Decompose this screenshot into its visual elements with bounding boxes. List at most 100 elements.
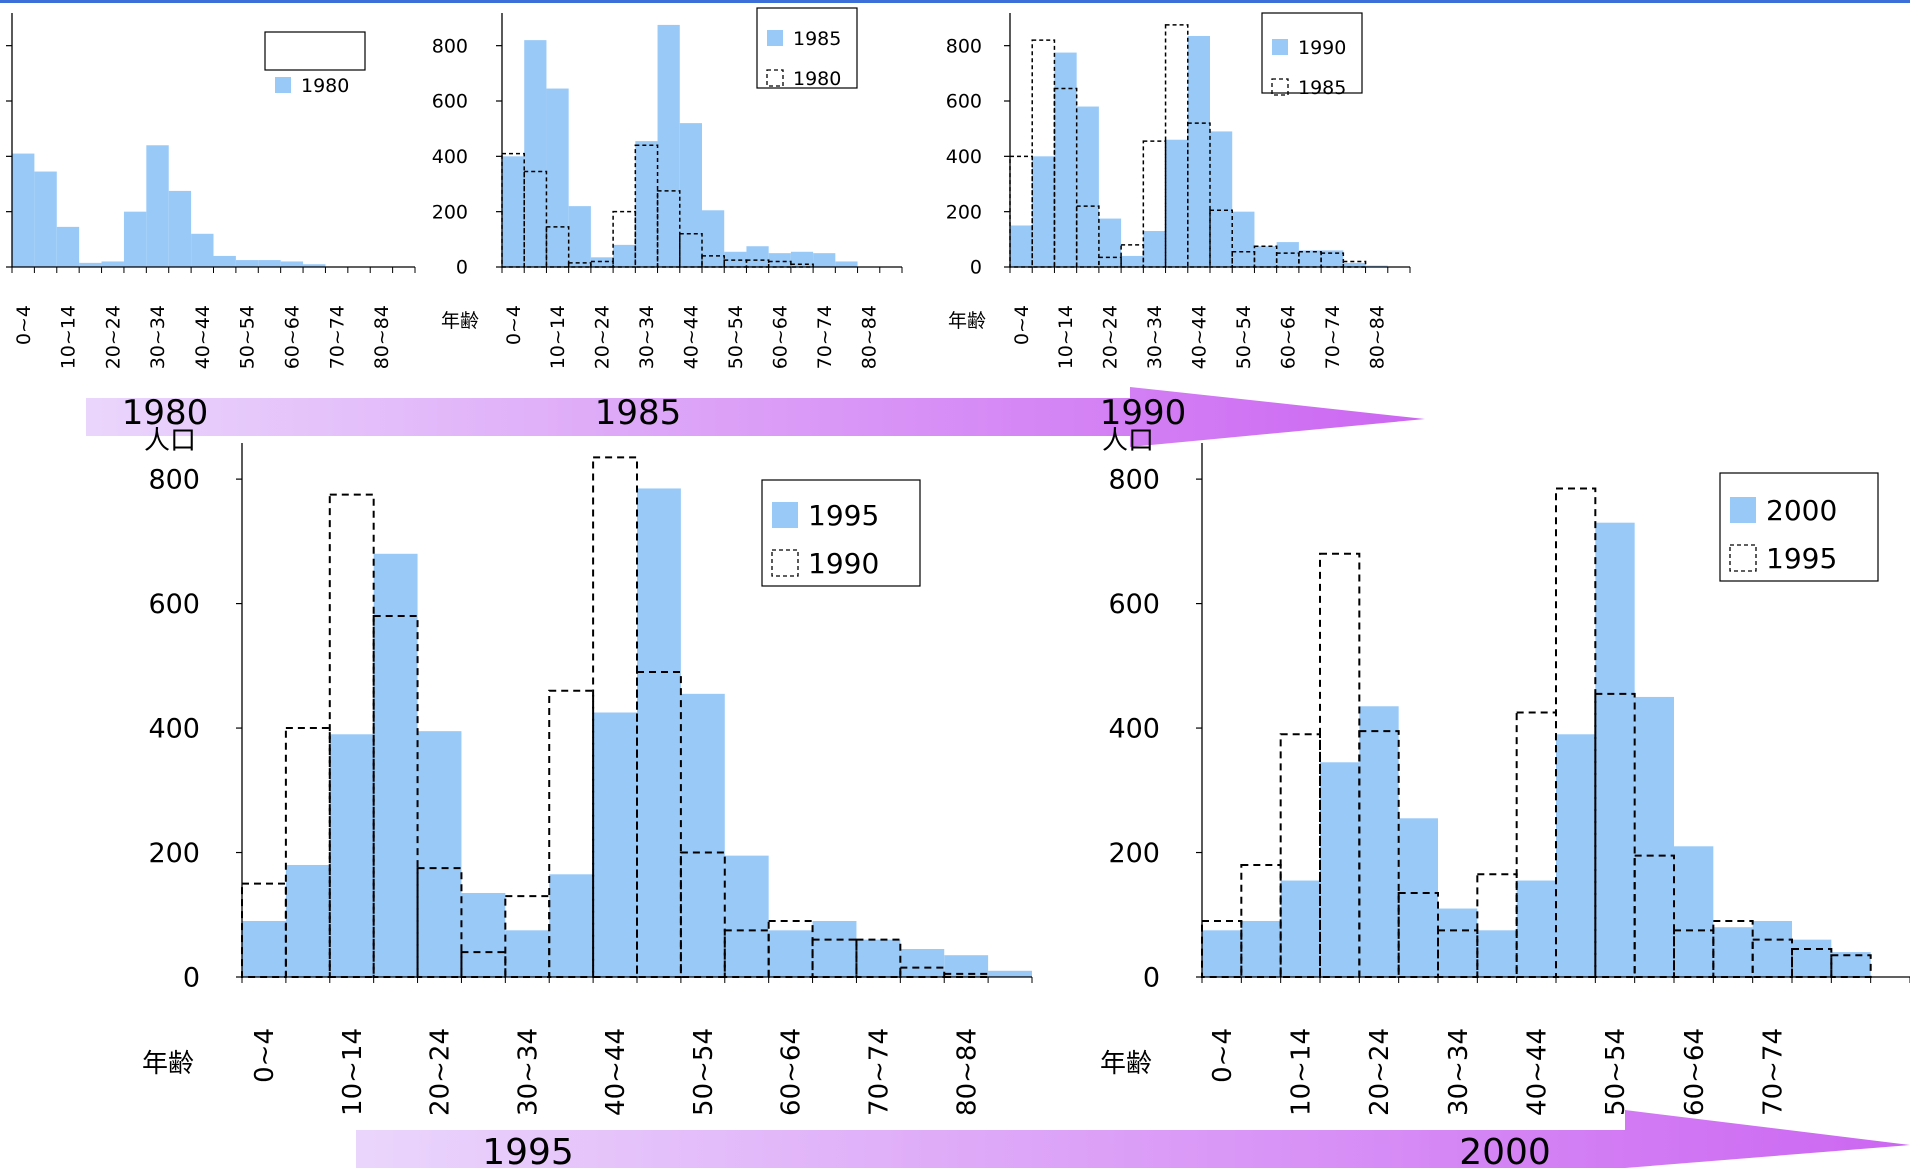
bar-1985-75~79 bbox=[835, 261, 858, 267]
bar-1980-40~44 bbox=[191, 233, 214, 267]
bar-2000-30~34 bbox=[1438, 908, 1478, 977]
bar-1985-30~34 bbox=[635, 141, 658, 267]
bar-2000-25~29 bbox=[1398, 818, 1438, 977]
bar-1995-85~89 bbox=[988, 970, 1032, 977]
timeline-arrow-2: 1995 2000 bbox=[356, 1110, 1910, 1168]
bar-1980-15~19 bbox=[79, 262, 102, 267]
bar-1980-5~9 bbox=[34, 171, 57, 267]
bar-1990-35~39 bbox=[1165, 139, 1188, 267]
x-tick-label: 40~44 bbox=[601, 1028, 631, 1116]
series-1995 bbox=[242, 488, 1032, 977]
x-tick-label: 30~34 bbox=[1144, 305, 1166, 369]
bar-1985-70~74 bbox=[1320, 252, 1345, 268]
x-tick-label: 40~44 bbox=[1189, 305, 1211, 369]
bar-1985-5~9 bbox=[524, 40, 547, 268]
x-tick-label: 60~64 bbox=[777, 1028, 807, 1116]
x-tick-label: 50~54 bbox=[237, 305, 259, 369]
bar-1980-25~29 bbox=[123, 211, 147, 267]
y-tick-label: 800 bbox=[946, 35, 982, 57]
bar-1985-15~19 bbox=[568, 206, 591, 267]
bar-2000-20~24 bbox=[1359, 706, 1399, 977]
x-tick-label: 20~24 bbox=[1100, 305, 1122, 369]
legend-swatch-filled bbox=[772, 502, 798, 528]
x-tick-label: 10~14 bbox=[1286, 1028, 1316, 1116]
bar-1980-35~39 bbox=[168, 190, 192, 267]
bar-1980-30~34 bbox=[146, 145, 169, 267]
y-tick-label: 800 bbox=[1108, 465, 1160, 496]
bar-1980-50~54 bbox=[235, 260, 259, 267]
y-tick-label: 0 bbox=[456, 257, 468, 279]
bar-1995-65~69 bbox=[812, 920, 857, 977]
bar-2000-55~59 bbox=[1634, 696, 1674, 977]
x-tick-label: 50~54 bbox=[689, 1028, 719, 1116]
bar-1990-80~84 bbox=[1365, 265, 1388, 267]
bar-1985-50~54 bbox=[724, 251, 747, 267]
legend-label: 1990 bbox=[1298, 37, 1346, 59]
bar-1990-0~4 bbox=[1010, 225, 1033, 267]
timeline-arrow-1: 1980 1985 1990 bbox=[86, 387, 1425, 447]
bar-1990-40~44 bbox=[1187, 35, 1210, 267]
chart-1: 0~4 10~14 20~24 30~34 40~44 50~54 60~64 70~74 80… bbox=[6, 13, 416, 369]
bar-1995-45~49 bbox=[637, 488, 681, 977]
legend: 1985 1980 bbox=[756, 7, 858, 90]
bar-1985-45~49 bbox=[1209, 209, 1233, 268]
bar-1990-20~24 bbox=[1098, 218, 1122, 267]
bar-1995-70~74 bbox=[856, 939, 901, 977]
y-tick-label: 600 bbox=[1108, 589, 1160, 620]
bar-1985-40~44 bbox=[679, 123, 702, 267]
bar-1990-30~34 bbox=[1143, 231, 1166, 267]
bar-1980-25~29 bbox=[612, 210, 637, 268]
year-label: 1990 bbox=[1100, 393, 1187, 433]
bar-2000-15~19 bbox=[1320, 762, 1360, 977]
chart-3: 0 200 400 600 800 0~4 10~14 20~24 30~34 40~44 50~5… bbox=[946, 12, 1411, 369]
x-tick-label: 0~4 bbox=[1011, 305, 1033, 345]
x-axis-title: 年齢 bbox=[948, 310, 986, 332]
bar-1995-0~4 bbox=[242, 920, 286, 977]
bar-1995-30~34 bbox=[505, 930, 550, 977]
x-tick-label: 10~14 bbox=[338, 1028, 368, 1116]
x-tick-label: 50~54 bbox=[1601, 1028, 1631, 1116]
legend-box bbox=[1261, 12, 1363, 94]
x-tick-label: 80~84 bbox=[952, 1028, 982, 1116]
legend-box bbox=[1719, 472, 1879, 582]
x-tick-label: 50~54 bbox=[725, 305, 747, 369]
bar-1995-5~9 bbox=[285, 864, 330, 977]
x-tick-label: 20~24 bbox=[592, 305, 614, 369]
y-tick-label: 800 bbox=[432, 35, 468, 57]
x-tick-label: 20~24 bbox=[426, 1028, 456, 1116]
bar-2000-5~9 bbox=[1241, 920, 1281, 977]
legend-label: 1980 bbox=[301, 75, 349, 97]
bar-1985-60~64 bbox=[768, 253, 791, 267]
y-axis-title: 人口 bbox=[1102, 426, 1154, 456]
x-tick-label: 40~44 bbox=[1522, 1028, 1552, 1116]
legend-label: 1990 bbox=[808, 547, 879, 580]
bar-2000-10~14 bbox=[1280, 880, 1320, 977]
bar-1985-10~14 bbox=[546, 88, 569, 267]
bar-1990-65~69 bbox=[811, 938, 858, 978]
year-label: 2000 bbox=[1459, 1132, 1551, 1168]
bar-1985-0~4 bbox=[502, 156, 525, 267]
x-tick-label: 0~4 bbox=[1208, 1028, 1238, 1083]
y-tick-label: 200 bbox=[946, 201, 982, 223]
bar-1995-80~84 bbox=[944, 955, 989, 977]
legend-box bbox=[761, 479, 921, 587]
bar-2000-45~49 bbox=[1556, 734, 1596, 977]
bar-1990-50~54 bbox=[1232, 211, 1255, 267]
x-tick-label: 10~14 bbox=[547, 305, 569, 369]
legend-label: 1985 bbox=[1298, 77, 1346, 99]
series-1980 bbox=[12, 145, 326, 267]
x-tick-label: 40~44 bbox=[192, 305, 214, 369]
legend-swatch-dashed bbox=[766, 69, 784, 87]
x-tick-label: 10~14 bbox=[1055, 305, 1077, 369]
y-tick-label: 800 bbox=[148, 465, 200, 496]
bar-1995-75~79 bbox=[900, 948, 945, 977]
x-tick-label: 70~74 bbox=[864, 1028, 894, 1116]
y-tick-label: 0 bbox=[970, 257, 982, 279]
legend-label: 1985 bbox=[793, 28, 841, 50]
x-tick-label: 20~24 bbox=[1365, 1028, 1395, 1116]
bar-1990-65~69 bbox=[1298, 250, 1322, 267]
year-label: 1995 bbox=[482, 1132, 574, 1168]
bar-1985-70~74 bbox=[813, 253, 836, 267]
x-tick-label: 30~34 bbox=[147, 305, 169, 369]
legend-swatch-filled bbox=[767, 30, 783, 46]
